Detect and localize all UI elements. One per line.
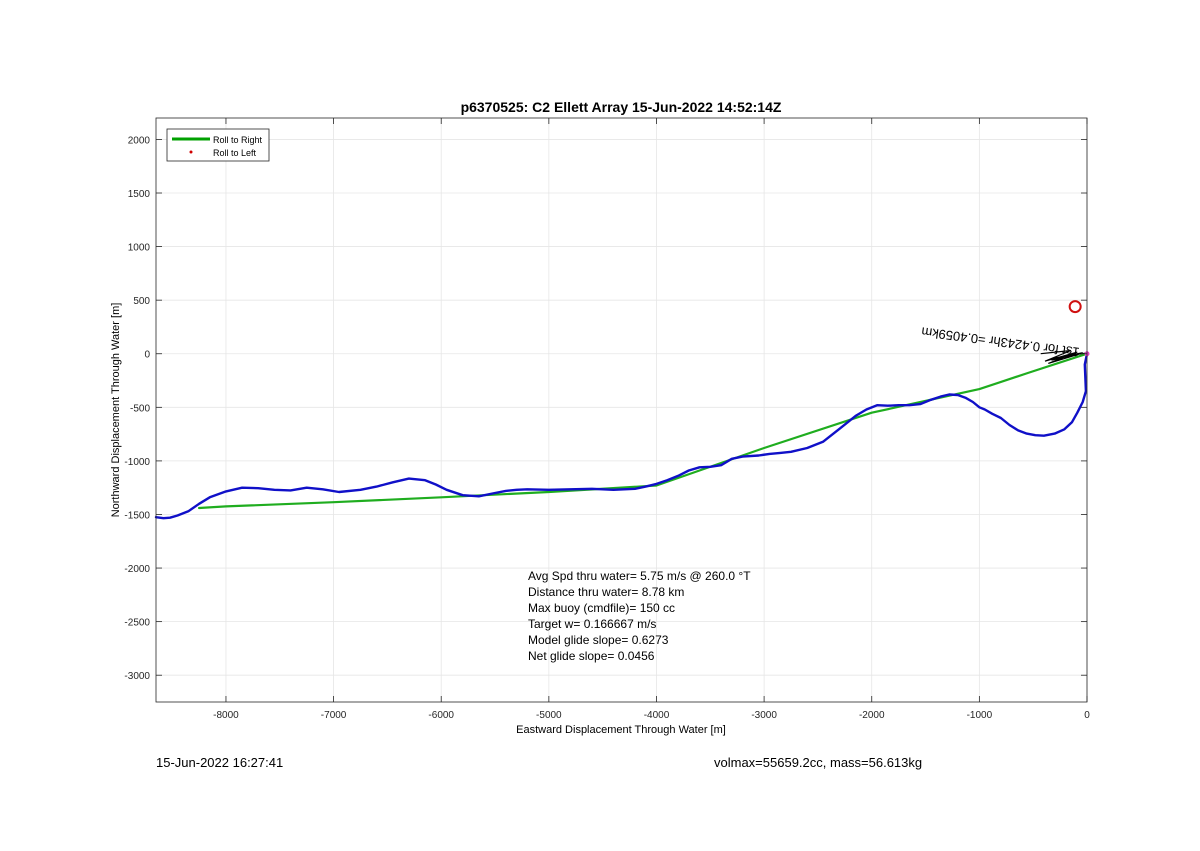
grid-layer — [156, 118, 1088, 702]
y-tick-label: -2500 — [124, 618, 150, 629]
stat-max-buoy: Max buoy (cmdfile)= 150 cc — [528, 601, 675, 615]
series-roll-right-line — [198, 352, 1089, 510]
y-tick-label: 1500 — [128, 189, 151, 200]
y-tick-label: -1000 — [124, 457, 150, 468]
y-tick-label: -500 — [130, 403, 150, 414]
plot-area — [156, 118, 1087, 702]
chart-title: p6370525: C2 Ellett Array 15-Jun-2022 14… — [461, 99, 782, 115]
heading-scribble — [1040, 349, 1088, 364]
x-tick-label: -5000 — [536, 710, 562, 721]
red-circle-marker — [1068, 300, 1082, 314]
legend-roll-right-label: Roll to Right — [213, 135, 263, 145]
footer-volmass: volmax=55659.2cc, mass=56.613kg — [714, 755, 923, 770]
axes-box — [155, 117, 1088, 703]
x-tick-label: -3000 — [751, 710, 777, 721]
x-tick-label: -1000 — [967, 710, 993, 721]
footer-timestamp: 15-Jun-2022 16:27:41 — [156, 755, 284, 770]
y-tick-label: -1500 — [124, 510, 150, 521]
legend: Roll to Right Roll to Left — [166, 128, 270, 162]
plot-layer — [154, 300, 1090, 520]
stats-block: Avg Spd thru water= 5.75 m/s @ 260.0 °T … — [528, 569, 751, 663]
y-tick-label: -2000 — [124, 564, 150, 575]
y-tick-label: -3000 — [124, 671, 150, 682]
x-tick-label: -2000 — [859, 710, 885, 721]
y-tick-label: 500 — [133, 296, 150, 307]
stat-distance: Distance thru water= 8.78 km — [528, 585, 684, 599]
series-track-line — [154, 352, 1089, 520]
stat-avg-speed: Avg Spd thru water= 5.75 m/s @ 260.0 °T — [528, 569, 751, 583]
x-tick-label: -6000 — [428, 710, 454, 721]
stat-target-w: Target w= 0.166667 m/s — [528, 617, 656, 631]
y-tick-label: 0 — [144, 350, 150, 361]
x-tick-label: -4000 — [644, 710, 670, 721]
x-tick-label: 0 — [1084, 710, 1090, 721]
y-tick-label: 1000 — [128, 243, 151, 254]
y-tick-label: 2000 — [128, 135, 151, 146]
x-tick-label: -8000 — [213, 710, 239, 721]
axes-layer: -8000 -7000 -6000 -5000 -4000 -3000 -2000 -1000… — [124, 117, 1090, 721]
x-axis-label: Eastward Displacement Through Water [m] — [516, 724, 726, 736]
x-tick-label: -7000 — [321, 710, 347, 721]
legend-box — [166, 128, 270, 162]
legend-roll-left-label: Roll to Left — [213, 148, 257, 158]
stat-net-glide: Net glide slope= 0.0456 — [528, 649, 655, 663]
y-axis-label: Northward Displacement Through Water [m] — [110, 303, 122, 518]
legend-roll-left-swatch — [189, 150, 193, 154]
stat-model-glide: Model glide slope= 0.6273 — [528, 633, 669, 647]
